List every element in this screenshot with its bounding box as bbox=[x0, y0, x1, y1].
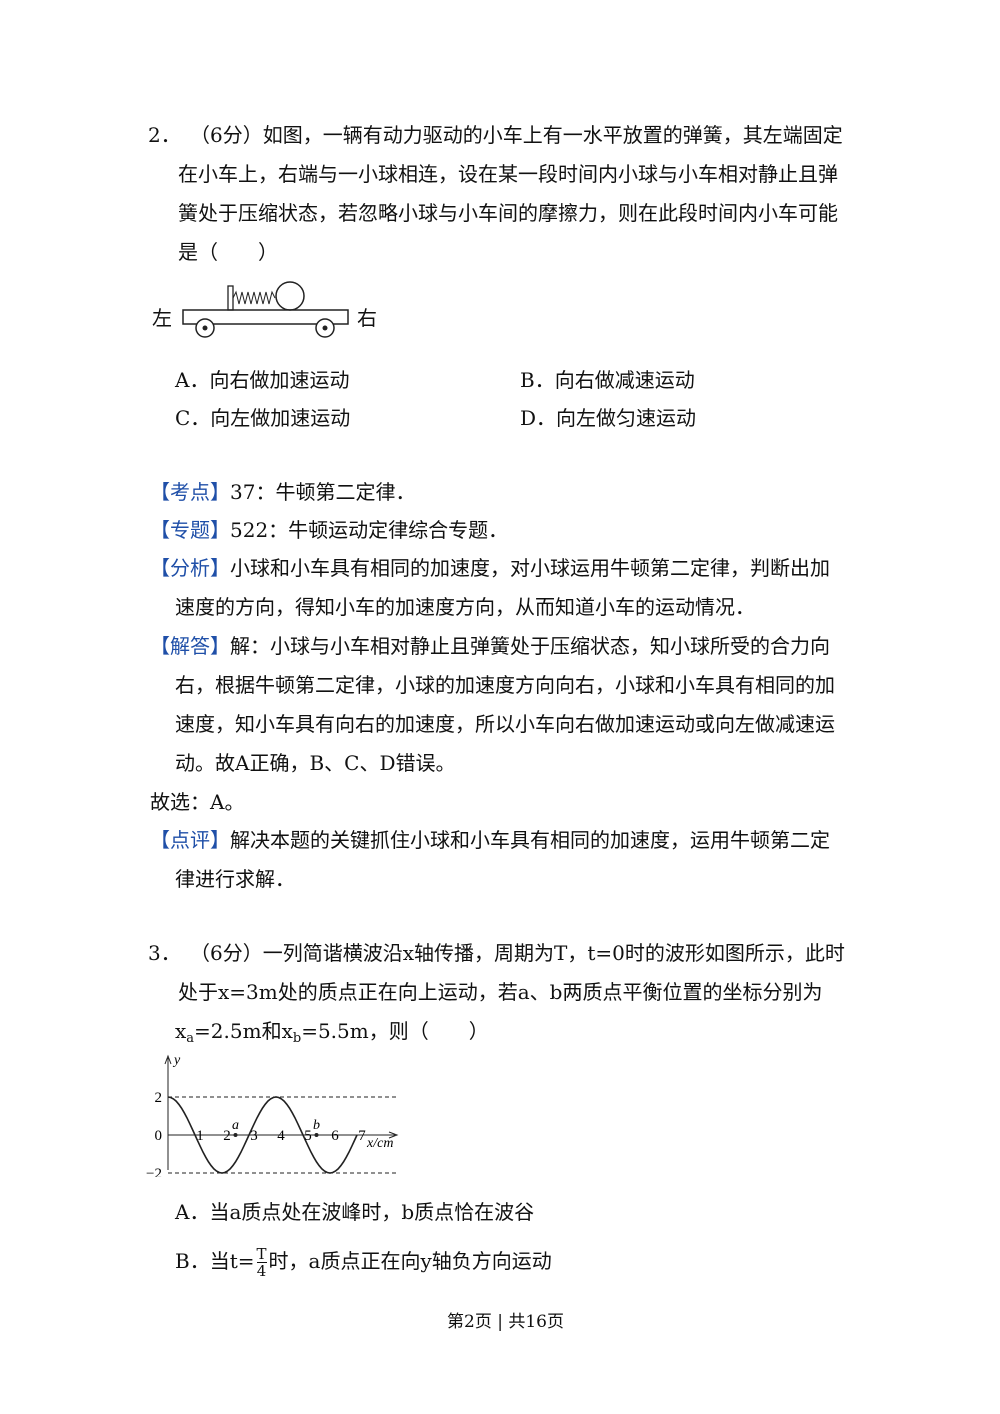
solution-line: 【专题】522：牛顿运动定律综合专题． bbox=[150, 518, 508, 542]
solution-text: 律进行求解． bbox=[175, 867, 295, 891]
subscript: a bbox=[186, 1031, 195, 1046]
solution-tag: 【分析】 bbox=[150, 556, 230, 580]
figure-label: 右 bbox=[357, 306, 377, 330]
solution-text: 右，根据牛顿第二定律，小球的加速度方向向右，小球和小车具有相同的加 bbox=[175, 673, 835, 697]
x-tick-label: 4 bbox=[277, 1128, 285, 1144]
stem-text: x bbox=[175, 1019, 187, 1043]
question-stem: （6分）一列简谐横波沿x轴传播，周期为T，t=0时的波形如图所示，此时 bbox=[190, 941, 845, 965]
solution-line: 【点评】解决本题的关键抓住小球和小车具有相同的加速度，运用牛顿第二定 bbox=[150, 828, 830, 852]
solution-text: 小球和小车具有相同的加速度，对小球运用牛顿第二定律，判断出加 bbox=[230, 556, 830, 580]
x-tick-label: 6 bbox=[331, 1128, 339, 1144]
figure-label: 左 bbox=[152, 306, 172, 330]
y-tick-label: −2 bbox=[146, 1166, 162, 1177]
denominator: 4 bbox=[256, 1262, 267, 1280]
point bbox=[233, 1133, 238, 1137]
solution-text: 动。故A正确，B、C、D错误。 bbox=[175, 751, 456, 775]
question-number: 2． bbox=[148, 123, 181, 147]
question-stem: 在小车上，右端与一小球相连，设在某一段时间内小球与小车相对静止且弹 bbox=[178, 162, 838, 186]
question-number: 3． bbox=[148, 941, 181, 965]
option: B．向右做减速运动 bbox=[520, 368, 695, 392]
solution-tag: 【专题】 bbox=[150, 518, 230, 542]
question-stem: 处于x=3m处的质点正在向上运动，若a、b两质点平衡位置的坐标分别为 bbox=[178, 980, 823, 1004]
x-tick-label: 7 bbox=[358, 1128, 366, 1144]
solution-text: 解决本题的关键抓住小球和小车具有相同的加速度，运用牛顿第二定 bbox=[230, 828, 830, 852]
option: B．当t= T 4 时，a质点正在向y轴负方向运动 bbox=[175, 1246, 552, 1279]
x-tick-label: 5 bbox=[304, 1128, 312, 1144]
question-stem: xa=2.5m和xb=5.5m，则（ ） bbox=[175, 1019, 489, 1051]
page-footer: 第2页 | 共16页 bbox=[447, 1312, 564, 1332]
arrow bbox=[388, 1131, 399, 1139]
question-stem: 簧处于压缩状态，若忽略小球与小车间的摩擦力，则在此段时间内小车可能 bbox=[178, 201, 838, 225]
y-tick-label: 0 bbox=[155, 1128, 163, 1144]
solution-tag: 【考点】 bbox=[150, 480, 230, 504]
solution-line: 故选：A。 bbox=[150, 790, 244, 814]
solution-text: 速度，知小车具有向右的加速度，所以小车向右做加速运动或向左做减速运 bbox=[175, 712, 835, 736]
solution-tag: 【点评】 bbox=[150, 828, 230, 852]
option: D．向左做匀速运动 bbox=[520, 406, 697, 430]
solution-text: 故选：A。 bbox=[150, 790, 245, 814]
point-label: a bbox=[232, 1118, 239, 1133]
solution-line: 【分析】小球和小车具有相同的加速度，对小球运用牛顿第二定律，判断出加 bbox=[150, 556, 830, 580]
point-label: b bbox=[313, 1118, 320, 1133]
solution-line: 【考点】37：牛顿第二定律． bbox=[150, 480, 415, 504]
wave-figure: y 2 0 −2 1 2 3 4 5 6 7 x/cm a b bbox=[146, 1053, 399, 1177]
solution-line: 【解答】解：小球与小车相对静止且弹簧处于压缩状态，知小球所受的合力向 bbox=[150, 634, 830, 658]
option: A．向右做加速运动 bbox=[175, 368, 350, 392]
solution-text: 解：小球与小车相对静止且弹簧处于压缩状态，知小球所受的合力向 bbox=[230, 634, 830, 658]
x-label: x/cm bbox=[366, 1136, 393, 1151]
stem-text: =2.5m和x bbox=[194, 1019, 293, 1043]
solution-text: 37：牛顿第二定律． bbox=[230, 480, 416, 504]
option: C．向左做加速运动 bbox=[175, 406, 351, 430]
numerator: T bbox=[256, 1245, 267, 1263]
option: A．当a质点处在波峰时，b质点恰在波谷 bbox=[175, 1200, 535, 1224]
y-tick-label: 2 bbox=[155, 1090, 163, 1106]
y-label: y bbox=[172, 1053, 181, 1068]
solution-tag: 【解答】 bbox=[150, 634, 230, 658]
option-text: B．当t= bbox=[175, 1249, 255, 1273]
stem-text: =5.5m，则（ ） bbox=[301, 1019, 489, 1043]
point bbox=[314, 1133, 319, 1137]
question-stem: （6分）如图，一辆有动力驱动的小车上有一水平放置的弹簧，其左端固定 bbox=[190, 123, 843, 147]
x-tick-label: 1 bbox=[196, 1128, 204, 1144]
wave-curve bbox=[167, 1096, 358, 1174]
question-stem: 是（ ） bbox=[178, 240, 278, 264]
solution-text: 522：牛顿运动定律综合专题． bbox=[230, 518, 509, 542]
solution-text: 速度的方向，得知小车的加速度方向，从而知道小车的运动情况． bbox=[175, 595, 755, 619]
arrow bbox=[164, 1054, 172, 1065]
option-text: 时，a质点正在向y轴负方向运动 bbox=[268, 1249, 552, 1273]
cart-figure bbox=[182, 281, 349, 338]
x-tick-label: 2 bbox=[223, 1128, 231, 1144]
x-tick-label: 3 bbox=[250, 1128, 258, 1144]
subscript: b bbox=[292, 1031, 302, 1046]
